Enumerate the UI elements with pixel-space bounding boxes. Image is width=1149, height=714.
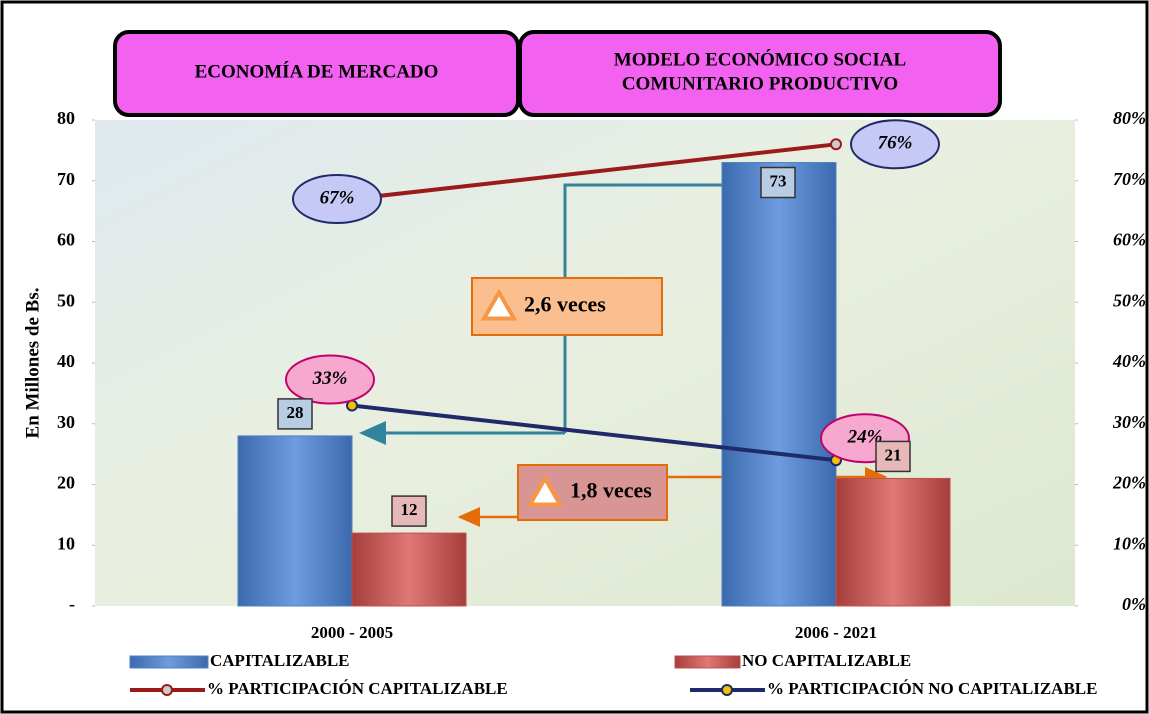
annotation: 2,6 veces <box>524 292 606 317</box>
chart: En Millones de Bs. ECONOMÍA DE MERCADO MO… <box>0 0 1149 714</box>
data-label: 12 <box>401 500 418 519</box>
y-tick-label: 30 <box>57 412 75 432</box>
y-tick-label: 50 <box>57 290 75 310</box>
legend-swatch <box>675 656 740 668</box>
y-axis-label: En Millones de Bs. <box>22 288 43 439</box>
bar <box>836 478 950 606</box>
data-label: 21 <box>885 445 902 464</box>
y-tick-label: - <box>69 594 75 614</box>
legend-swatch <box>722 685 732 695</box>
y-tick-label: 20 <box>57 473 75 493</box>
x-tick-label: 2000 - 2005 <box>311 623 393 642</box>
y-tick-label: 70 <box>57 169 75 189</box>
y2-tick-label: 70% <box>1113 169 1146 189</box>
y-tick-label: 80 <box>57 108 75 128</box>
y-tick-label: 40 <box>57 351 75 371</box>
data-label: 33% <box>312 368 348 389</box>
header-text: COMUNITARIO PRODUCTIVO <box>622 73 898 94</box>
data-label: 67% <box>320 187 355 208</box>
bar <box>722 163 836 606</box>
data-label: 28 <box>287 403 304 422</box>
y-tick-label: 10 <box>57 533 75 553</box>
data-label: 73 <box>770 171 787 190</box>
y-tick-label: 60 <box>57 230 75 250</box>
y2-tick-label: 40% <box>1112 351 1146 371</box>
legend-label: % PARTICIPACIÓN CAPITALIZABLE <box>207 679 508 698</box>
legend-swatch <box>130 656 208 668</box>
y2-tick-label: 0% <box>1122 594 1146 614</box>
y2-tick-label: 10% <box>1113 533 1146 553</box>
annotation: 1,8 veces <box>570 478 652 503</box>
legend-label: % PARTICIPACIÓN NO CAPITALIZABLE <box>767 679 1097 698</box>
bar <box>238 436 352 606</box>
y2-tick-label: 20% <box>1112 473 1146 493</box>
header-text: ECONOMÍA DE MERCADO <box>195 60 439 82</box>
y2-tick-label: 50% <box>1113 290 1146 310</box>
y2-tick-label: 30% <box>1112 412 1146 432</box>
legend-swatch <box>162 685 172 695</box>
header-text: MODELO ECONÓMICO SOCIAL <box>614 48 906 70</box>
x-tick-label: 2006 - 2021 <box>795 623 877 642</box>
line-marker <box>831 139 841 149</box>
y2-tick-label: 80% <box>1113 108 1146 128</box>
y2-tick-label: 60% <box>1113 230 1146 250</box>
legend-label: CAPITALIZABLE <box>210 651 350 670</box>
legend-label: NO CAPITALIZABLE <box>742 651 911 670</box>
bar <box>352 533 466 606</box>
data-label: 76% <box>878 133 913 154</box>
